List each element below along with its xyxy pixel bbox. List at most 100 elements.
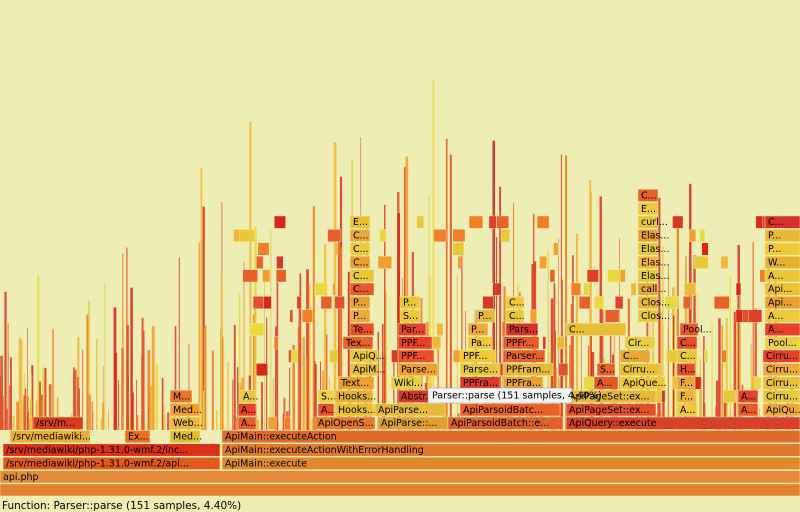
frame[interactable]: Pa... <box>467 336 493 350</box>
small-frame[interactable] <box>748 309 763 323</box>
frame-box[interactable] <box>676 363 696 377</box>
frame-box[interactable] <box>459 403 561 417</box>
frame[interactable]: S... <box>399 309 421 323</box>
frame-box[interactable] <box>619 376 666 390</box>
frame-box[interactable] <box>762 389 800 403</box>
frame[interactable]: Hooks... <box>334 389 376 403</box>
frame-box[interactable] <box>237 416 257 430</box>
frame-box[interactable] <box>676 376 696 390</box>
frame[interactable]: C... <box>764 215 800 229</box>
small-frame[interactable] <box>276 269 287 283</box>
frame[interactable]: Web... <box>169 416 203 430</box>
frame-box[interactable] <box>505 296 525 310</box>
frame[interactable]: PPFra... <box>459 376 501 390</box>
frame[interactable]: PPFr... <box>502 336 540 350</box>
frame[interactable]: H... <box>676 363 696 377</box>
frame[interactable]: C... <box>505 296 525 310</box>
small-frame[interactable] <box>249 323 265 336</box>
frame[interactable]: Elas... <box>637 242 669 256</box>
frame[interactable]: curl... <box>637 215 668 229</box>
frame[interactable]: C... <box>349 229 371 243</box>
frame[interactable]: PPFram... <box>502 363 554 377</box>
frame-box[interactable] <box>342 336 374 350</box>
frame[interactable]: Parse... <box>397 363 439 377</box>
frame[interactable]: E... <box>349 215 371 229</box>
frame-box[interactable] <box>676 336 698 350</box>
small-frame[interactable] <box>661 390 666 403</box>
frame-box[interactable] <box>764 322 800 336</box>
frame-box[interactable] <box>32 416 84 430</box>
frame-box[interactable] <box>737 389 759 403</box>
small-frame[interactable] <box>284 416 291 430</box>
frame-box[interactable] <box>390 376 422 390</box>
frame[interactable]: Wiki... <box>390 376 423 390</box>
frame[interactable]: Cir... <box>624 336 656 350</box>
small-frame[interactable] <box>615 296 624 309</box>
frame[interactable]: Api... <box>764 296 800 310</box>
frame[interactable]: P... <box>764 242 800 256</box>
frame[interactable]: Pool... <box>764 336 800 350</box>
frame[interactable]: ApiParsoidBatch::e... <box>447 416 564 430</box>
frame[interactable]: Text... <box>337 376 375 390</box>
frame-box[interactable] <box>637 202 659 216</box>
frame[interactable]: S... <box>317 389 336 403</box>
frame[interactable]: Tex... <box>342 336 374 350</box>
frame[interactable]: Hooks... <box>334 403 376 417</box>
frame-box[interactable] <box>676 349 698 363</box>
frame-box[interactable] <box>317 403 335 417</box>
frame[interactable]: A... <box>764 269 800 283</box>
frame-box[interactable] <box>762 376 800 390</box>
frame[interactable]: Pool... <box>679 322 712 336</box>
frame-box[interactable] <box>502 336 540 350</box>
frame-box[interactable] <box>505 309 525 323</box>
small-frame[interactable] <box>735 282 742 296</box>
frame-box[interactable] <box>619 349 651 363</box>
frame[interactable]: A... <box>737 389 759 403</box>
small-frame[interactable] <box>701 242 709 256</box>
frame-box[interactable] <box>397 363 439 377</box>
frame-box[interactable] <box>676 389 696 403</box>
frame-box[interactable] <box>349 229 371 243</box>
frame-box[interactable] <box>764 242 800 256</box>
frame-box[interactable] <box>764 255 800 269</box>
small-frame[interactable] <box>704 349 709 363</box>
frame[interactable]: P... <box>349 309 371 323</box>
frame-box[interactable] <box>637 282 659 296</box>
frame[interactable]: ApiQ... <box>349 349 385 363</box>
frame-box[interactable] <box>762 363 800 377</box>
frame-box[interactable] <box>637 309 659 323</box>
frame-box[interactable] <box>349 242 371 256</box>
frame-box[interactable] <box>637 269 659 283</box>
frame[interactable]: ApiM... <box>349 363 385 377</box>
frame[interactable]: ApiParse::... <box>377 416 449 430</box>
frame-box[interactable] <box>221 456 800 470</box>
frame-box[interactable] <box>596 363 616 377</box>
frame[interactable]: ApiParse... <box>374 403 446 417</box>
small-frame[interactable] <box>488 215 497 229</box>
small-frame[interactable] <box>290 349 298 363</box>
frame-box[interactable] <box>9 430 91 444</box>
frame[interactable]: Med... <box>169 430 202 444</box>
frame[interactable]: A... <box>317 403 336 417</box>
frame-box[interactable] <box>637 188 659 202</box>
small-frame[interactable] <box>289 309 294 323</box>
small-frame[interactable] <box>332 282 336 296</box>
small-frame[interactable] <box>327 229 342 242</box>
frame-box[interactable] <box>565 322 627 336</box>
frame-box[interactable] <box>764 309 800 323</box>
frame-box[interactable] <box>764 296 800 310</box>
small-frame[interactable] <box>416 215 425 229</box>
frame-box[interactable] <box>679 322 699 336</box>
small-frame[interactable] <box>273 336 279 350</box>
frame-box[interactable] <box>239 389 257 403</box>
frame[interactable]: api.php <box>0 470 800 484</box>
frame-box[interactable] <box>349 309 371 323</box>
small-frame[interactable] <box>723 390 736 403</box>
frame[interactable]: Cirru... <box>762 363 800 377</box>
small-frame[interactable] <box>721 349 727 363</box>
frame-box[interactable] <box>397 349 435 363</box>
frame[interactable]: ApiMain::executeActionWithErrorHandling <box>221 443 800 457</box>
small-frame[interactable] <box>530 309 537 323</box>
frame[interactable]: Te... <box>349 322 375 336</box>
frame[interactable]: Ex... <box>124 430 151 444</box>
